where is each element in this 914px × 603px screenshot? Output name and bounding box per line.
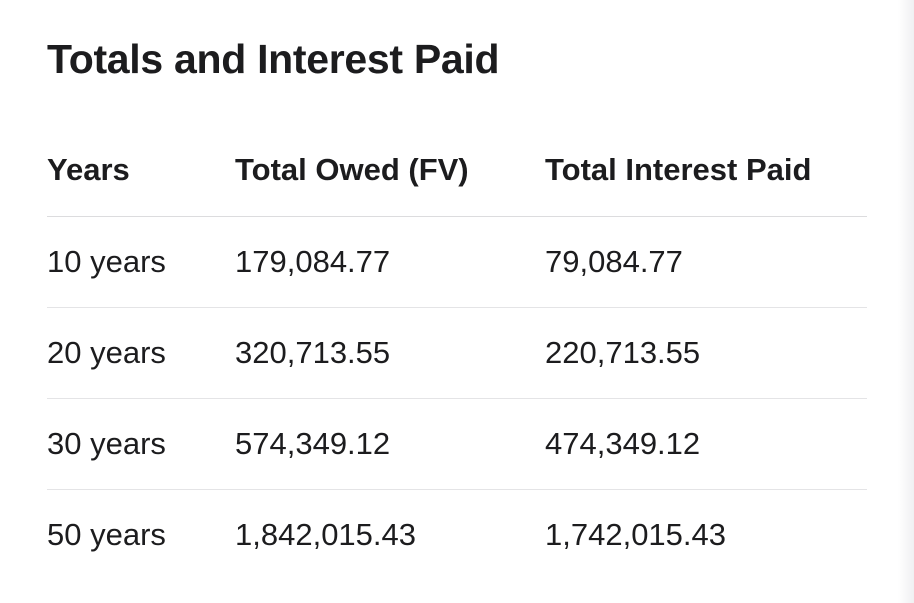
cell-total-owed: 574,349.12: [235, 398, 545, 490]
table-header-row: Years Total Owed (FV) Total Interest Pai…: [47, 124, 867, 217]
cell-years: 20 years: [47, 307, 235, 399]
header-years: Years: [47, 124, 235, 217]
cell-total-interest: 1,742,015.43: [545, 516, 727, 552]
page-title: Totals and Interest Paid: [47, 36, 500, 82]
cell-total-interest: 474,349.12: [545, 398, 867, 490]
table-row: 20 years 320,713.55 220,713.55: [47, 307, 867, 399]
cell-total-owed: 1,842,015.43: [235, 516, 417, 552]
cell-years: 50 years: [47, 516, 166, 552]
cell-total-owed: 179,084.77: [235, 216, 545, 308]
header-total-owed: Total Owed (FV): [235, 124, 545, 217]
table-row: 30 years 574,349.12 474,349.12: [47, 398, 867, 490]
cell-total-interest: 79,084.77: [545, 216, 867, 308]
table-row: 50 years 1,842,015.43 1,742,015.43: [47, 489, 867, 580]
totals-table: Years Total Owed (FV) Total Interest Pai…: [47, 124, 867, 580]
cell-total-interest: 220,713.55: [545, 307, 867, 399]
page-edge-shadow: [898, 0, 914, 603]
cell-total-owed: 320,713.55: [235, 307, 545, 399]
table-row: 10 years 179,084.77 79,084.77: [47, 216, 867, 308]
cell-years: 10 years: [47, 216, 235, 308]
cell-years: 30 years: [47, 398, 235, 490]
header-total-interest: Total Interest Paid: [545, 124, 867, 217]
